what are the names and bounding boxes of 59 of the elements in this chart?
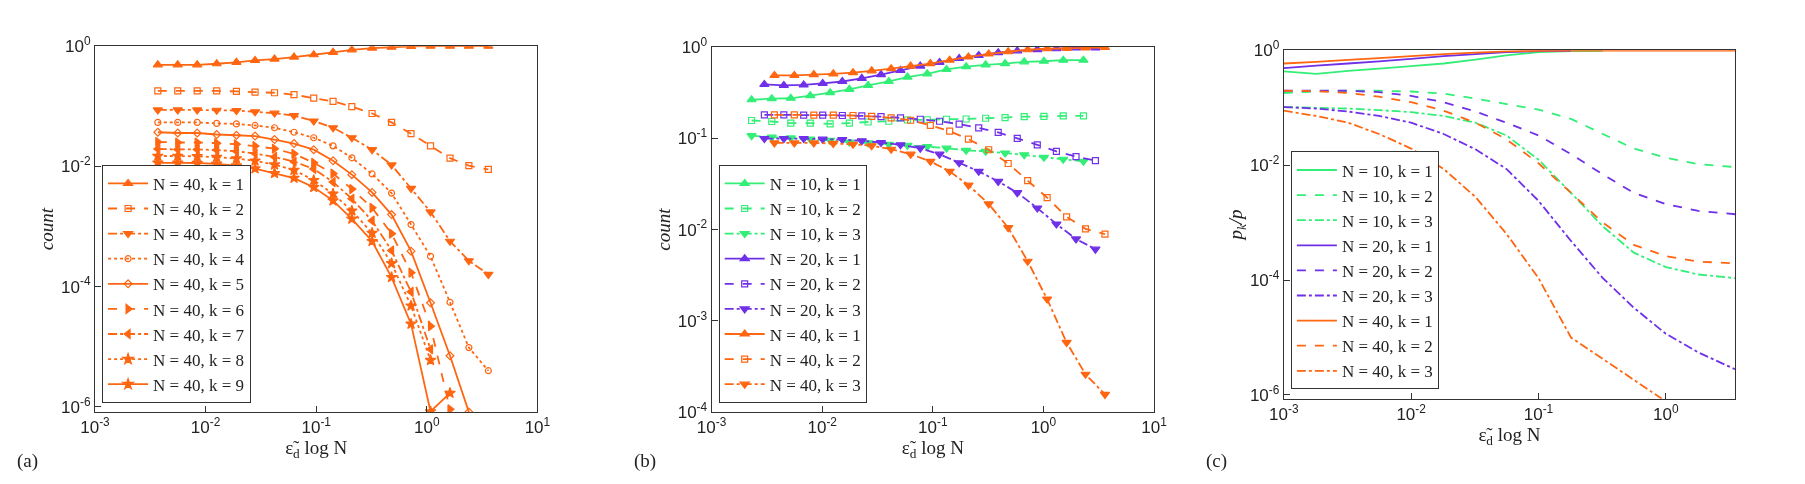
text: (c) bbox=[1206, 450, 1228, 472]
legend-label: N = 20, k = 2 bbox=[769, 275, 861, 295]
x-tick-label: 10$^{0}$ bbox=[1030, 415, 1057, 438]
legend-label: N = 20, k = 2 bbox=[1341, 262, 1433, 282]
text: (a) bbox=[17, 450, 39, 472]
legend-label: N = 40, k = 2 bbox=[1341, 337, 1433, 357]
legend-label: N = 40, k = 2 bbox=[769, 350, 861, 370]
y-axis-title: count bbox=[35, 207, 57, 251]
y-tick-label: 10$^{-1}$ bbox=[677, 126, 708, 149]
y-tick-label: 10$^{-4}$ bbox=[61, 274, 91, 297]
legend-label: N = 40, k = 1 bbox=[1341, 312, 1433, 332]
legend-label: N = 10, k = 2 bbox=[1341, 186, 1433, 206]
legend-label: N = 40, k = 2 bbox=[153, 200, 245, 220]
legend-label: N = 40, k = 8 bbox=[153, 350, 245, 370]
y-tick-label: 10$^{0}$ bbox=[1253, 38, 1280, 61]
legend-label: N = 40, k = 3 bbox=[1341, 362, 1433, 382]
y-tick-label: 10$^{0}$ bbox=[681, 34, 708, 58]
y-tick-label: 10$^{-4}$ bbox=[1249, 267, 1280, 291]
x-tick-label: 10$^{-1}$ bbox=[1523, 401, 1554, 425]
legend-label: N = 40, k = 3 bbox=[153, 225, 245, 245]
legend-label: N = 40, k = 3 bbox=[769, 375, 861, 395]
y-tick-label: 10$^{-3}$ bbox=[677, 308, 708, 331]
x-tick-label: 10$^{0}$ bbox=[1653, 401, 1679, 425]
legend-label: N = 40, k = 1 bbox=[153, 175, 245, 195]
legend-label: N = 40, k = 5 bbox=[153, 275, 245, 295]
legend-label: N = 10, k = 3 bbox=[1341, 211, 1433, 231]
text: (b) bbox=[634, 450, 657, 472]
y-tick-label: 10$^{-2}$ bbox=[1249, 153, 1280, 176]
y-tick-label: 10$^{-2}$ bbox=[677, 217, 708, 240]
legend-label: N = 10, k = 1 bbox=[769, 175, 861, 195]
legend-label: N = 40, k = 9 bbox=[153, 375, 245, 395]
y-tick-label: 10$^{0}$ bbox=[65, 34, 91, 57]
legend-label: N = 40, k = 6 bbox=[153, 300, 245, 320]
legend-label: N = 10, k = 2 bbox=[769, 200, 861, 220]
y-tick-label: 10$^{-2}$ bbox=[61, 154, 91, 177]
x-axis-title: ε̃$_{d}$ log N bbox=[901, 437, 965, 462]
legend-label: N = 10, k = 3 bbox=[769, 225, 861, 245]
x-tick-label: 10$^{-2}$ bbox=[807, 415, 838, 438]
legend-label: N = 20, k = 1 bbox=[769, 250, 861, 270]
x-tick-label: 10$^{1}$ bbox=[524, 415, 551, 438]
legend-label: N = 20, k = 3 bbox=[769, 300, 861, 320]
legend-label: N = 10, k = 1 bbox=[1341, 161, 1433, 181]
y-axis-title: count bbox=[652, 207, 674, 251]
legend-label: N = 40, k = 7 bbox=[153, 325, 245, 345]
x-tick-label: 10$^{-2}$ bbox=[190, 415, 221, 438]
x-tick-label: 10$^{1}$ bbox=[1141, 415, 1168, 438]
legend-label: N = 40, k = 1 bbox=[769, 325, 861, 345]
legend-label: N = 20, k = 3 bbox=[1341, 287, 1433, 307]
x-axis-title: ε̃$_{d}$ log N bbox=[285, 437, 348, 462]
legend-label: N = 20, k = 1 bbox=[1341, 236, 1433, 256]
x-tick-label: 10$^{-1}$ bbox=[918, 415, 948, 438]
x-axis-title: ε̃$_{d}$ log N bbox=[1478, 424, 1541, 449]
x-tick-label: 10$^{-2}$ bbox=[1396, 401, 1427, 425]
legend-label: N = 40, k = 4 bbox=[153, 250, 245, 270]
x-tick-label: 10$^{-3}$ bbox=[80, 415, 111, 438]
y-tick-label: 10$^{-6}$ bbox=[61, 394, 91, 417]
x-tick-label: 10$^{0}$ bbox=[414, 415, 440, 438]
x-tick-label: 10$^{-1}$ bbox=[301, 415, 332, 438]
x-tick-label: 10$^{-3}$ bbox=[696, 415, 727, 438]
